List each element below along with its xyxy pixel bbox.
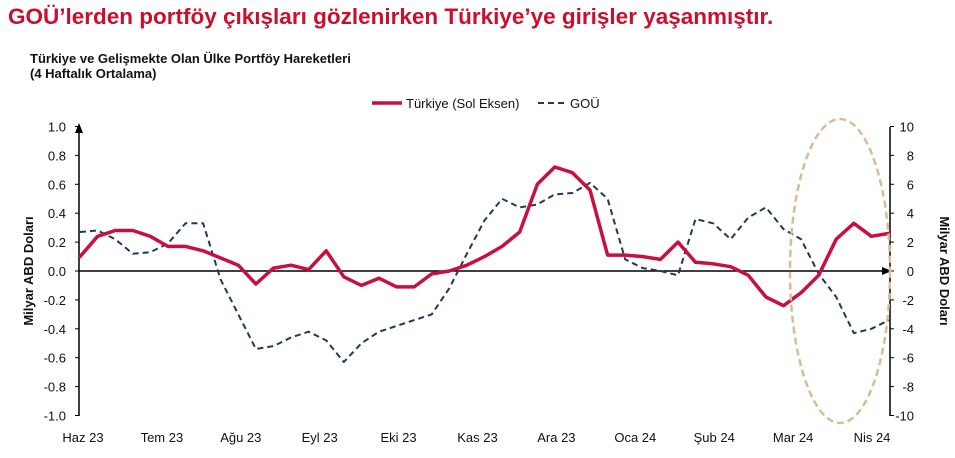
chart-subtitle-line2: (4 Haftalık Ortalama) bbox=[30, 66, 157, 81]
y-tick-label-right: 10 bbox=[900, 120, 914, 135]
x-tick-label: Tem 23 bbox=[141, 430, 184, 445]
x-tick-label: Ağu 23 bbox=[220, 430, 261, 445]
x-tick-label: Eyl 23 bbox=[302, 430, 338, 445]
x-tick-label: Eki 23 bbox=[381, 430, 417, 445]
legend-gou-label: GOÜ bbox=[570, 96, 600, 111]
y-tick-label-right: -2 bbox=[902, 293, 914, 308]
x-tick-label: Oca 24 bbox=[614, 430, 656, 445]
y-tick-label-left: 0.0 bbox=[48, 264, 66, 279]
headline: GOÜ’lerden portföy çıkışları gözlenirken… bbox=[8, 4, 774, 29]
y-tick-label-left: 0.2 bbox=[48, 235, 66, 250]
y-axis-title-right: Milyar ABD Doları bbox=[937, 216, 952, 325]
y-tick-label-left: 0.8 bbox=[48, 148, 66, 163]
y-tick-label-right: -6 bbox=[902, 351, 914, 366]
x-tick-label: Kas 23 bbox=[457, 430, 497, 445]
y-tick-label-right: -4 bbox=[902, 322, 914, 337]
x-axis-arrow bbox=[882, 267, 892, 275]
y-axis-left-arrow bbox=[75, 123, 83, 133]
x-tick-label: Haz 23 bbox=[62, 430, 103, 445]
y-tick-label-right: 4 bbox=[907, 206, 914, 221]
y-tick-label-right: 2 bbox=[907, 235, 914, 250]
x-tick-label: Mar 24 bbox=[773, 430, 813, 445]
chart-axes: 1.0 0.8 0.6 0.4 0.2 0.0 -0.2 -0.4 -0.6 -0.8 -1.0 10… bbox=[44, 120, 914, 446]
y-tick-label-left: -0.2 bbox=[44, 293, 66, 308]
y-tick-label-left: -0.8 bbox=[44, 380, 66, 395]
y-tick-label-left: 1.0 bbox=[48, 120, 66, 135]
y-tick-label-right: 0 bbox=[907, 264, 914, 279]
y-tick-label-left: 0.6 bbox=[48, 177, 66, 192]
chart-subtitle: Türkiye ve Gelişmekte Olan Ülke Portföy … bbox=[30, 51, 351, 81]
y-tick-label-right: 6 bbox=[907, 177, 914, 192]
x-tick-label: Nis 24 bbox=[854, 430, 891, 445]
y-tick-label-right: 8 bbox=[907, 148, 914, 163]
y-tick-label-left: -0.4 bbox=[44, 322, 66, 337]
y-tick-label-left: -0.6 bbox=[44, 351, 66, 366]
chart-subtitle-line1: Türkiye ve Gelişmekte Olan Ülke Portföy … bbox=[30, 51, 351, 66]
series-line-gou bbox=[79, 181, 890, 363]
chart-series bbox=[78, 117, 892, 425]
series-line-turkiye bbox=[78, 165, 891, 308]
x-tick-label: Şub 24 bbox=[694, 430, 735, 445]
y-tick-label-right: -8 bbox=[902, 380, 914, 395]
y-axis-title-left: Milyar ABD Doları bbox=[21, 216, 36, 325]
x-tick-label: Ara 23 bbox=[537, 430, 575, 445]
legend-turkiye-label: Türkiye (Sol Eksen) bbox=[406, 96, 519, 111]
chart-legend: Türkiye (Sol Eksen) GOÜ bbox=[372, 96, 600, 111]
y-tick-label-left: -1.0 bbox=[44, 409, 66, 424]
y-tick-label-right: -10 bbox=[895, 409, 914, 424]
highlight-ellipse bbox=[788, 117, 892, 425]
y-tick-label-left: 0.4 bbox=[48, 206, 66, 221]
